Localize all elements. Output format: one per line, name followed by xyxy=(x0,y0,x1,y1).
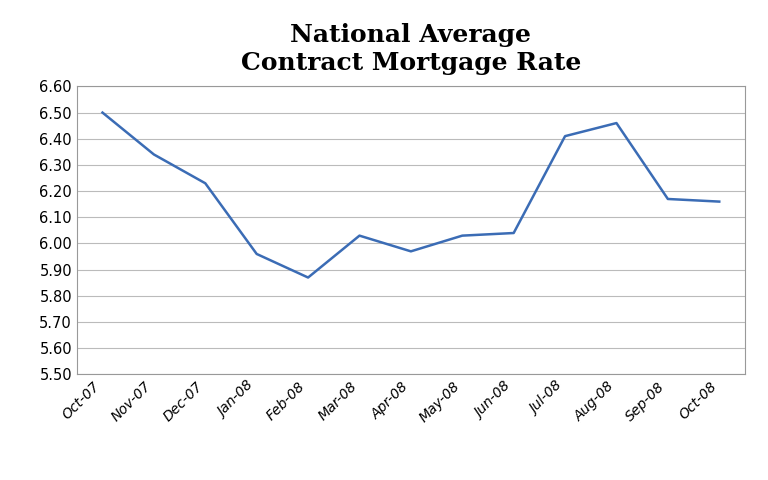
Title: National Average
Contract Mortgage Rate: National Average Contract Mortgage Rate xyxy=(240,23,581,75)
